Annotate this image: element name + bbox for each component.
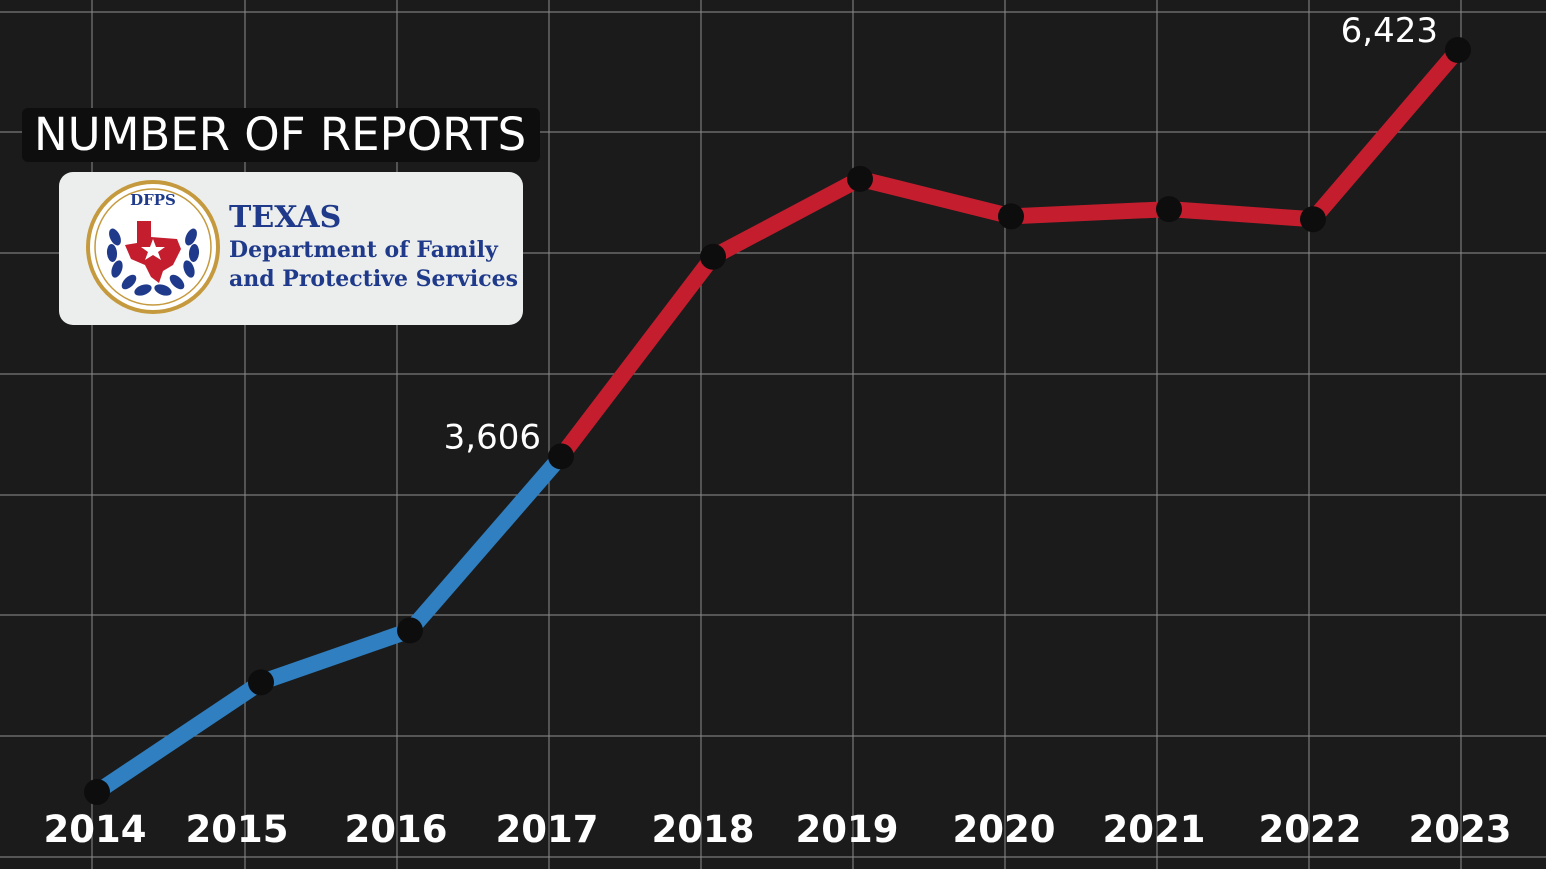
data-label-2017: 3,606 bbox=[444, 417, 541, 457]
x-tick-label-2014: 2014 bbox=[44, 808, 147, 851]
series-line-blue-segment bbox=[89, 448, 569, 800]
logo-state-name: TEXAS bbox=[229, 200, 342, 235]
data-point-2015 bbox=[248, 669, 274, 696]
dfps-seal-icon: DFPS bbox=[86, 180, 220, 314]
x-tick-label-2019: 2019 bbox=[796, 808, 899, 851]
data-point-2019 bbox=[847, 165, 873, 192]
data-point-2014 bbox=[84, 779, 110, 805]
data-point-2023 bbox=[1445, 37, 1471, 63]
data-point-2016 bbox=[397, 617, 423, 644]
data-point-2018 bbox=[700, 243, 726, 270]
x-tick-label-2021: 2021 bbox=[1103, 808, 1206, 851]
x-tick-label-2022: 2022 bbox=[1259, 808, 1362, 851]
logo-dept-line2: and Protective Services bbox=[229, 266, 519, 292]
logo-text: TEXAS Department of Family and Protectiv… bbox=[229, 200, 518, 294]
data-point-2022 bbox=[1300, 206, 1326, 233]
seal-text: DFPS bbox=[130, 191, 176, 209]
logo-dept-line1: Department of Family bbox=[229, 237, 498, 263]
data-point-2021 bbox=[1156, 196, 1182, 223]
data-point-2017 bbox=[548, 443, 574, 470]
data-label-2023: 6,423 bbox=[1341, 11, 1438, 51]
data-point-2020 bbox=[998, 203, 1024, 230]
dfps-logo-card: DFPS TEXAS Department of Family and Prot… bbox=[59, 172, 523, 325]
x-tick-label-2023: 2023 bbox=[1409, 808, 1512, 851]
x-tick-label-2018: 2018 bbox=[652, 808, 755, 851]
x-tick-label-2020: 2020 bbox=[953, 808, 1056, 851]
chart-title: NUMBER OF REPORTS bbox=[22, 108, 541, 162]
x-tick-label-2017: 2017 bbox=[496, 808, 599, 851]
x-tick-label-2016: 2016 bbox=[345, 808, 448, 851]
x-tick-label-2015: 2015 bbox=[186, 808, 289, 851]
